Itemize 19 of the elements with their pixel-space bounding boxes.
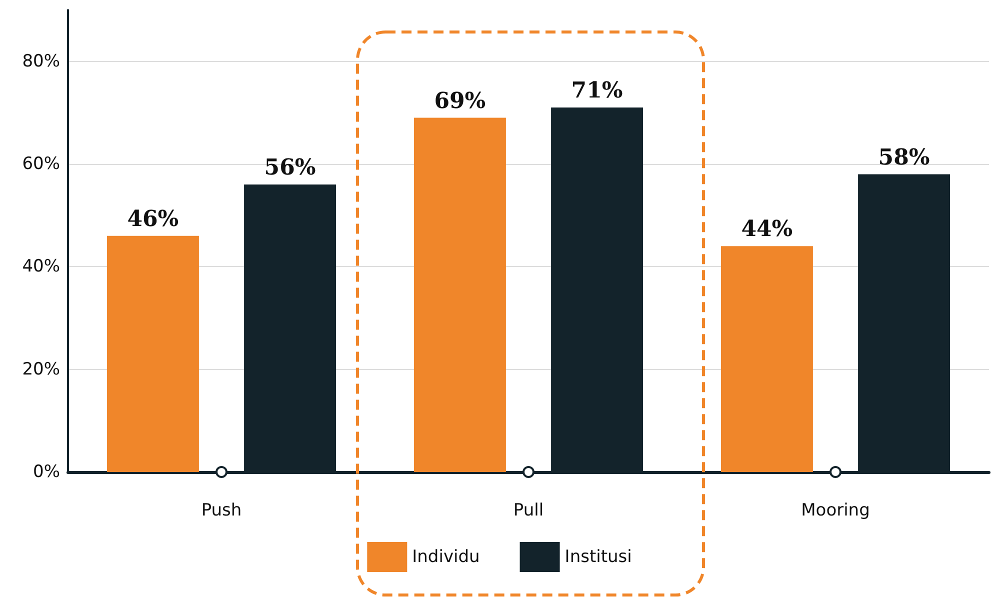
x-tick-label: Pull (513, 500, 544, 520)
y-tick-label: 60% (22, 154, 60, 174)
data-label: 58% (878, 144, 930, 170)
legend-label: Institusi (564, 547, 632, 567)
data-label: 44% (741, 216, 793, 242)
y-tick-label: 80% (22, 51, 60, 72)
legend-label: Individu (412, 547, 480, 567)
y-tick-label: 20% (22, 359, 60, 380)
x-tick-label: Mooring (801, 500, 870, 520)
y-tick-label: 40% (22, 256, 60, 277)
bar (106, 236, 199, 472)
data-label: 46% (127, 206, 179, 232)
data-label: 69% (434, 88, 486, 114)
data-label: 71% (571, 78, 623, 104)
data-label: 56% (264, 154, 316, 181)
bar (720, 246, 813, 472)
bar (414, 118, 506, 472)
x-tick-label: Push (201, 500, 242, 520)
y-tick-label: 0% (33, 462, 60, 482)
